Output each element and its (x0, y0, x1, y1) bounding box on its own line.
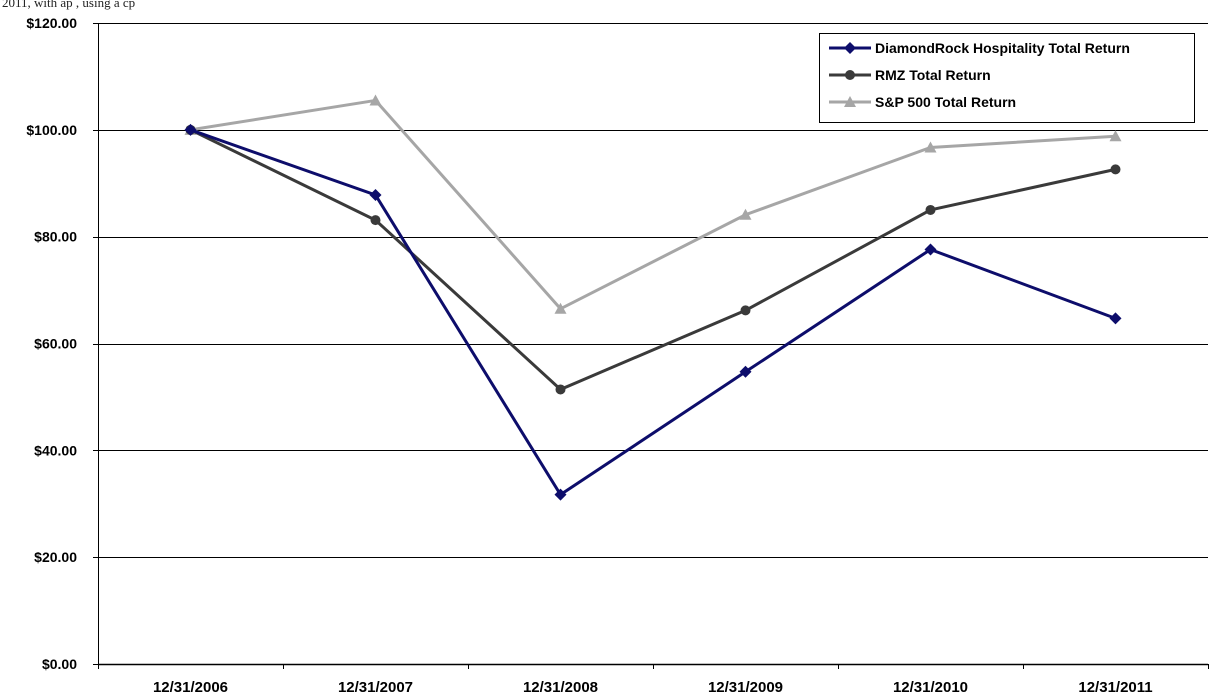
x-tick-label: 12/31/2008 (523, 679, 598, 696)
data-point (554, 488, 567, 501)
x-tick-label: 12/31/2006 (153, 679, 228, 696)
data-point (370, 215, 381, 226)
y-axis-tick-labels: $0.00 $20.00 $40.00 $60.00 $80.00 $100.00 $120… (26, 15, 77, 672)
axes (93, 23, 1209, 669)
x-tick-label: 12/31/2011 (1078, 679, 1152, 696)
legend: DiamondRock Hospitality Total Return RMZ … (819, 33, 1195, 123)
legend-marker (844, 42, 856, 54)
data-point (1109, 130, 1122, 142)
legend-label: S&P 500 Total Return (875, 94, 1016, 110)
data-point (739, 208, 752, 220)
y-tick-label: $120.00 (26, 15, 77, 31)
series-2 (184, 94, 1122, 314)
data-point (739, 365, 752, 378)
x-tick-label: 12/31/2009 (708, 679, 783, 696)
series-line (189, 128, 1116, 392)
x-tick-label: 12/31/2007 (338, 679, 413, 696)
series-line (190, 98, 1116, 311)
y-tick-label: $0.00 (42, 656, 77, 672)
x-axis-tick-labels: 12/31/2006 12/31/2007 12/31/2008 12/31/2009… (153, 679, 1153, 696)
series-1 (185, 124, 1121, 395)
data-point (184, 123, 197, 136)
data-point (369, 94, 382, 106)
legend-item: RMZ Total Return (829, 67, 991, 83)
x-tick-label: 12/31/2010 (893, 679, 968, 696)
legend-label: RMZ Total Return (875, 67, 991, 83)
y-tick-label: $60.00 (34, 336, 77, 352)
page-caption-fragment: 2011, with ap , using a cp (2, 0, 136, 10)
legend-marker (844, 96, 856, 107)
data-point (369, 189, 382, 202)
series-line (190, 128, 1117, 497)
y-tick-label: $20.00 (34, 549, 77, 565)
y-tick-label: $80.00 (34, 229, 77, 245)
gridlines (98, 23, 1208, 558)
data-point (554, 302, 567, 314)
data-point (924, 141, 937, 153)
y-tick-label: $40.00 (34, 442, 77, 458)
data-point (924, 243, 937, 256)
legend-marker (845, 70, 855, 80)
data-point (555, 384, 566, 395)
legend-box (819, 33, 1195, 123)
data-point (740, 305, 751, 316)
y-tick-label: $100.00 (26, 122, 77, 138)
data-point (925, 204, 936, 215)
legend-item: S&P 500 Total Return (829, 94, 1016, 110)
data-point (1109, 312, 1122, 325)
series-group (184, 94, 1122, 501)
data-point (1110, 164, 1121, 175)
series-0 (184, 123, 1122, 501)
legend-item: DiamondRock Hospitality Total Return (829, 40, 1130, 56)
legend-label: DiamondRock Hospitality Total Return (875, 40, 1130, 56)
